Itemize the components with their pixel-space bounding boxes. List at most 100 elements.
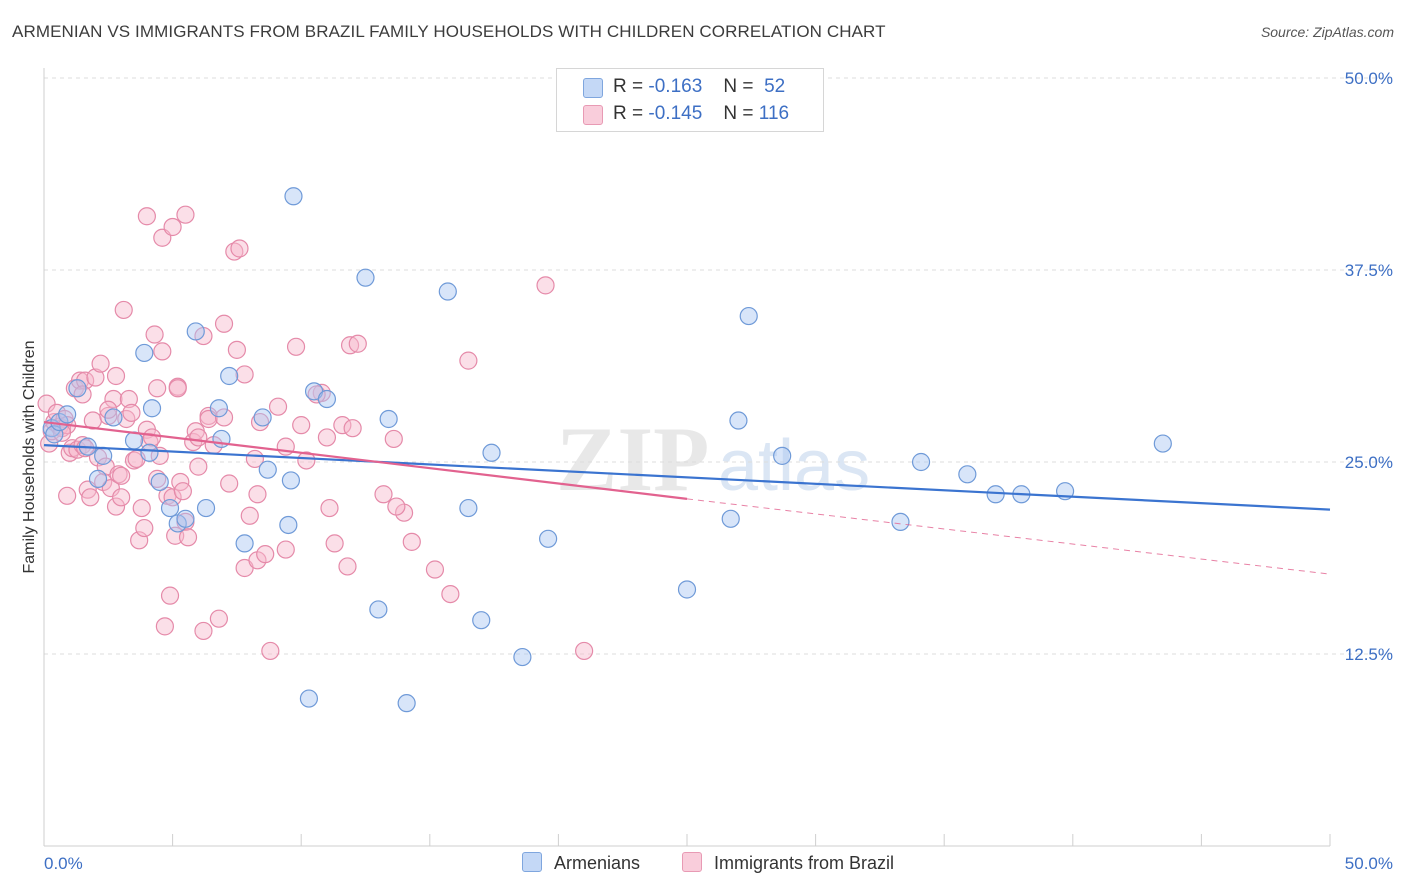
brazil-points — [37, 205, 594, 661]
brazil-point — [106, 366, 126, 386]
armenian-point — [891, 512, 910, 532]
armenian-point — [186, 322, 205, 341]
brazil-point — [384, 429, 403, 449]
armenian-point — [284, 187, 303, 206]
brazil-point — [173, 482, 192, 501]
armenian-point — [739, 306, 758, 326]
armenian-point — [160, 498, 180, 518]
brazil-point — [320, 498, 339, 518]
watermark-zip: ZIP — [556, 408, 709, 510]
brazil-trend-line — [43, 420, 688, 500]
armenian-point — [209, 399, 228, 418]
brazil-point — [227, 340, 246, 359]
armenian-trend-line — [43, 444, 1331, 511]
brazil-point — [101, 479, 120, 498]
y-tick-label: 12.5% — [1345, 645, 1393, 664]
brazil-point — [459, 351, 478, 370]
brazil-point — [145, 325, 164, 344]
brazil-point — [276, 540, 295, 559]
brazil-point — [441, 584, 460, 604]
armenian-point — [379, 409, 398, 429]
armenian-point — [472, 611, 491, 630]
brazil-point — [122, 403, 141, 422]
armenian-point — [911, 452, 931, 472]
armenian-point — [142, 399, 162, 418]
brazil-point — [297, 451, 316, 470]
brazil-point — [292, 416, 311, 435]
brazil-point — [248, 485, 267, 504]
armenian-point — [94, 446, 113, 465]
legend-swatch-blue — [583, 78, 603, 98]
bottom-legend-label-brazil: Immigrants from Brazil — [714, 853, 895, 873]
brazil-point — [137, 207, 156, 226]
brazil-point — [114, 300, 133, 320]
armenian-point — [986, 485, 1005, 504]
brazil-point — [168, 379, 187, 398]
source-label: Source: ZipAtlas.com — [1260, 24, 1394, 40]
x-ticks — [43, 834, 1331, 846]
brazil-point — [178, 528, 198, 547]
legend-swatch-pink — [583, 105, 603, 125]
brazil-point — [230, 239, 249, 258]
armenian-point — [317, 389, 337, 409]
bottom-legend-label-armenians: Armenians — [554, 853, 641, 873]
armenian-point — [729, 411, 748, 430]
armenian-point — [220, 366, 239, 386]
brazil-point — [338, 557, 357, 576]
brazil-trend-extension — [686, 498, 1331, 575]
brazil-point — [286, 337, 306, 356]
legend-r-label: R = — [613, 76, 644, 97]
armenian-point — [459, 498, 478, 518]
legend-n-label: N = — [723, 76, 754, 97]
brazil-point — [402, 532, 421, 551]
brazil-point — [176, 205, 195, 224]
y-tick-label: 37.5% — [1345, 261, 1393, 280]
brazil-point — [76, 371, 95, 390]
brazil-point — [148, 469, 167, 488]
armenian-point — [1153, 434, 1172, 453]
brazil-point — [104, 389, 123, 409]
brazil-point — [333, 416, 352, 435]
bottom-legend-brazil: Immigrants from Brazil — [682, 852, 894, 874]
y-tick-label: 25.0% — [1345, 453, 1393, 472]
brazil-point — [106, 497, 126, 516]
brazil-point — [112, 466, 131, 485]
brazil-point — [142, 428, 162, 447]
legend-n-value: 116 — [758, 103, 790, 124]
legend-r-value: -0.163 — [648, 76, 703, 97]
brazil-point — [163, 488, 182, 507]
brazil-point — [348, 334, 367, 353]
brazil-point — [86, 368, 105, 387]
brazil-point — [536, 276, 555, 295]
brazil-point — [112, 488, 131, 507]
brazil-point — [214, 408, 234, 427]
armenian-point — [482, 443, 501, 462]
x-tick-label-max: 50.0% — [1345, 854, 1393, 873]
armenian-point — [299, 689, 319, 708]
brazil-point — [37, 394, 56, 413]
brazil-point — [225, 242, 244, 261]
bottom-legend-swatch-blue — [522, 852, 542, 872]
armenian-point — [397, 694, 416, 713]
brazil-point — [256, 545, 275, 564]
armenian-point — [369, 600, 388, 619]
brazil-point — [425, 560, 445, 579]
armenian-point — [513, 647, 532, 667]
legend-r-label: R = — [613, 103, 644, 124]
brazil-point — [155, 617, 174, 636]
armenian-point — [356, 268, 375, 287]
brazil-point — [220, 474, 239, 493]
y-tick-labels: 12.5% 25.0% 37.5% 50.0% — [1345, 69, 1393, 664]
armenian-point — [539, 529, 558, 548]
armenian-point — [721, 509, 740, 528]
armenian-point — [68, 379, 87, 398]
watermark: ZIP atlas — [556, 408, 870, 510]
watermark-atlas: atlas — [718, 426, 870, 506]
armenian-point — [135, 343, 154, 363]
legend-text-armenians: R = -0.163 N = 52 — [613, 76, 785, 98]
brazil-point — [209, 609, 228, 628]
armenian-point — [150, 472, 169, 492]
armenian-point — [58, 405, 77, 424]
legend-r-value: -0.145 — [648, 103, 703, 124]
brazil-point — [387, 497, 406, 516]
